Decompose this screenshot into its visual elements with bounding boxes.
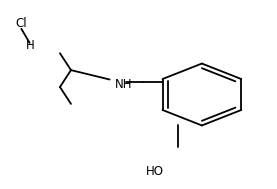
Text: HO: HO (146, 165, 164, 178)
Text: Cl: Cl (16, 17, 27, 30)
Text: NH: NH (115, 78, 133, 91)
Text: H: H (25, 39, 34, 52)
